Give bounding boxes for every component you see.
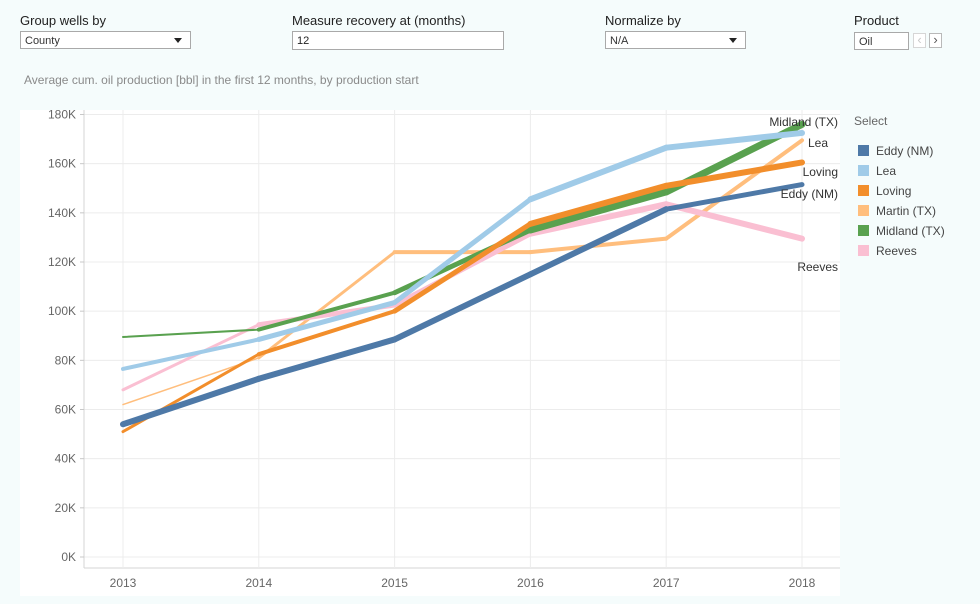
series-segment[interactable] bbox=[664, 138, 804, 241]
series-segment[interactable] bbox=[663, 129, 805, 151]
x-tick-label: 2013 bbox=[110, 576, 137, 590]
normalize-by-dropdown[interactable]: N/A bbox=[605, 31, 746, 49]
legend-swatch bbox=[858, 145, 869, 156]
series-segment[interactable] bbox=[256, 309, 397, 357]
y-tick-label: 180K bbox=[48, 108, 76, 122]
product-value: Oil bbox=[859, 36, 873, 48]
legend-swatch bbox=[858, 205, 869, 216]
legend-label: Midland (TX) bbox=[876, 224, 945, 238]
y-tick-label: 80K bbox=[55, 353, 76, 367]
series-end-label: Reeves bbox=[797, 260, 838, 274]
series-segment[interactable] bbox=[122, 328, 260, 338]
x-tick-label: 2014 bbox=[245, 576, 272, 590]
series-eddy-nm[interactable] bbox=[120, 182, 805, 428]
y-tick-label: 60K bbox=[55, 403, 76, 417]
y-tick-label: 120K bbox=[48, 255, 76, 269]
y-tick-label: 0K bbox=[61, 550, 76, 564]
y-tick-label: 140K bbox=[48, 206, 76, 220]
series-segment[interactable] bbox=[256, 290, 397, 332]
chevron-down-icon bbox=[729, 38, 737, 43]
series-segment[interactable] bbox=[257, 250, 397, 360]
x-tick-label: 2015 bbox=[381, 576, 408, 590]
x-tick-label: 2017 bbox=[653, 576, 680, 590]
legend-label: Reeves bbox=[876, 244, 917, 258]
series-segment[interactable] bbox=[392, 221, 533, 314]
group-wells-by-value: County bbox=[25, 35, 60, 47]
legend-swatch bbox=[858, 225, 869, 236]
series-segment[interactable] bbox=[392, 196, 533, 306]
x-tick-label: 2018 bbox=[789, 576, 816, 590]
series-segment[interactable] bbox=[527, 206, 670, 278]
series-segment[interactable] bbox=[663, 159, 805, 189]
legend-swatch bbox=[858, 245, 869, 256]
x-tick-label: 2016 bbox=[517, 576, 544, 590]
legend-label: Lea bbox=[876, 164, 897, 178]
legend-swatch bbox=[858, 185, 869, 196]
measure-recovery-input[interactable] bbox=[292, 31, 504, 50]
legend-label: Loving bbox=[876, 184, 912, 198]
legend-label: Martin (TX) bbox=[876, 204, 936, 218]
series-segment[interactable] bbox=[526, 188, 670, 234]
series-lea[interactable] bbox=[121, 129, 805, 371]
legend-label: Eddy (NM) bbox=[876, 144, 934, 158]
series-segment[interactable] bbox=[663, 201, 805, 242]
y-tick-label: 40K bbox=[55, 452, 76, 466]
y-tick-label: 20K bbox=[55, 501, 76, 515]
series-end-label: Eddy (NM) bbox=[781, 187, 838, 201]
product-label: Product bbox=[854, 13, 899, 28]
series-segment[interactable] bbox=[527, 144, 670, 203]
legend-title: Select bbox=[854, 114, 888, 128]
chevron-down-icon bbox=[174, 38, 182, 43]
group-wells-by-dropdown[interactable]: County bbox=[20, 31, 191, 49]
normalize-by-value: N/A bbox=[610, 35, 629, 47]
next-product-button[interactable]: › bbox=[929, 33, 942, 48]
series-segment[interactable] bbox=[255, 336, 398, 382]
previous-product-button[interactable]: ‹ bbox=[913, 33, 926, 48]
group-wells-by-label: Group wells by bbox=[20, 13, 106, 28]
series-end-label: Lea bbox=[808, 136, 828, 150]
series-segment[interactable] bbox=[120, 375, 262, 428]
series-segment[interactable] bbox=[527, 201, 670, 237]
y-tick-label: 160K bbox=[48, 157, 76, 171]
series-end-label: Midland (TX) bbox=[769, 115, 838, 129]
plot-background bbox=[20, 110, 840, 596]
series-segment[interactable] bbox=[391, 271, 534, 343]
product-dropdown[interactable]: Oil bbox=[854, 32, 909, 50]
series-segment[interactable] bbox=[121, 337, 261, 371]
series-segment[interactable] bbox=[527, 182, 670, 227]
series-segment[interactable] bbox=[528, 236, 669, 255]
y-tick-label: 100K bbox=[48, 304, 76, 318]
series-loving[interactable] bbox=[121, 159, 805, 434]
series-segment[interactable] bbox=[256, 300, 398, 342]
series-end-label: Loving bbox=[803, 165, 838, 179]
legend-swatch bbox=[858, 165, 869, 176]
chart-title: Average cum. oil production [bbl] in the… bbox=[24, 73, 419, 87]
normalize-by-label: Normalize by bbox=[605, 13, 681, 28]
series-segment[interactable] bbox=[121, 323, 261, 392]
series-segment[interactable] bbox=[663, 182, 805, 212]
measure-recovery-label: Measure recovery at (months) bbox=[292, 13, 466, 28]
